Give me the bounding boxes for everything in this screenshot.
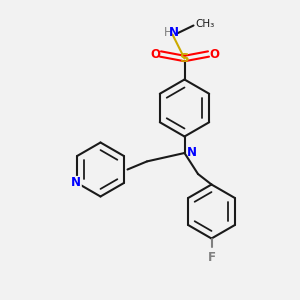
Text: F: F [208,251,215,264]
Text: S: S [180,52,189,65]
Text: N: N [187,146,197,160]
Text: N: N [71,176,81,190]
Text: CH₃: CH₃ [195,19,214,29]
Text: H: H [164,26,173,40]
Text: N: N [169,26,179,40]
Text: O: O [209,47,219,61]
Text: O: O [150,47,160,61]
